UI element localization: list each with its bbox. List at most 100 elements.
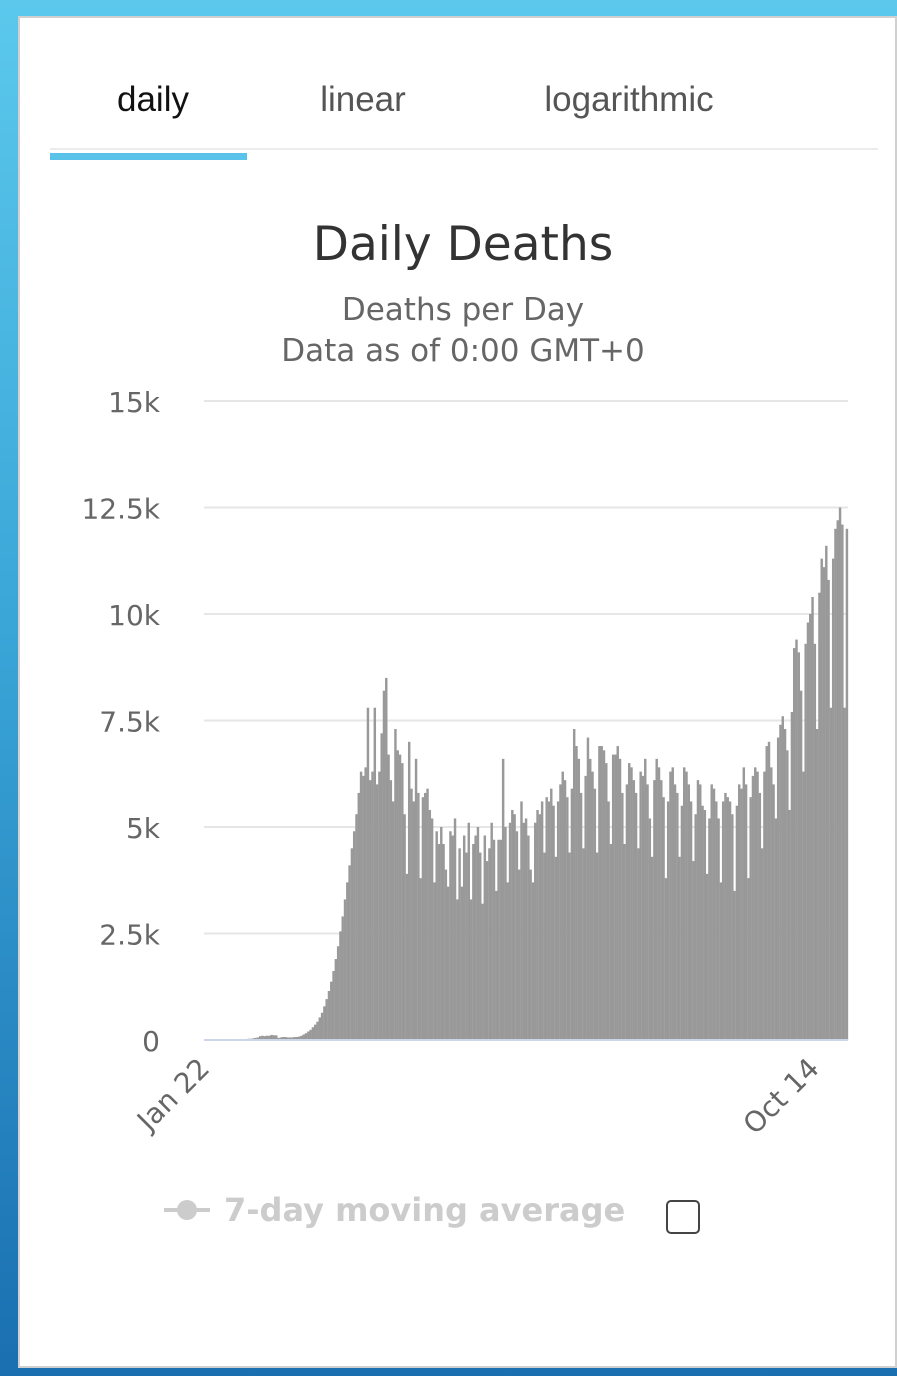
- bar: [483, 835, 487, 1040]
- bar: [605, 763, 608, 1040]
- bar: [407, 741, 411, 1040]
- tab-logarithmic[interactable]: logarithmic: [544, 80, 714, 119]
- bar: [618, 758, 622, 1040]
- bar: [536, 809, 539, 1040]
- bar: [435, 831, 438, 1040]
- bar: [783, 729, 787, 1040]
- bar: [602, 750, 606, 1040]
- bar: [710, 784, 713, 1040]
- bar: [666, 801, 670, 1040]
- bar: [657, 767, 661, 1040]
- bar: [566, 797, 569, 1040]
- bar: [598, 746, 601, 1040]
- bar: [520, 801, 523, 1040]
- bar: [501, 758, 505, 1040]
- bar: [527, 835, 530, 1040]
- y-tick-label: 10k: [108, 599, 161, 632]
- bar: [742, 767, 746, 1040]
- bar: [570, 788, 574, 1040]
- bar: [279, 1037, 283, 1040]
- bar: [302, 1034, 305, 1040]
- bar: [632, 780, 636, 1040]
- bar: [465, 852, 468, 1040]
- bar: [838, 507, 842, 1040]
- bar: [676, 792, 679, 1040]
- bar: [692, 861, 695, 1040]
- bar: [517, 869, 521, 1040]
- bar: [795, 639, 798, 1040]
- bar: [556, 801, 560, 1040]
- bar: [417, 792, 420, 1040]
- bar: [687, 784, 691, 1040]
- bar: [582, 848, 585, 1040]
- bar: [474, 835, 477, 1040]
- chart-panel: daily linear logarithmic: [18, 16, 897, 1368]
- bar: [508, 822, 512, 1040]
- bar: [304, 1033, 308, 1040]
- bar: [827, 579, 830, 1040]
- bar: [522, 822, 526, 1040]
- bar: [375, 784, 379, 1040]
- bar: [689, 801, 693, 1040]
- bar: [504, 827, 507, 1040]
- tab-divider: [50, 148, 878, 150]
- bar: [343, 899, 347, 1040]
- bar: [774, 818, 778, 1040]
- bar: [715, 801, 718, 1040]
- bar: [634, 792, 638, 1040]
- bar: [545, 797, 548, 1040]
- y-axis-labels: 0 2.5k 5k 7.5k 10k 12.5k 15k: [81, 386, 160, 1058]
- bar: [325, 999, 328, 1040]
- bar: [843, 707, 846, 1040]
- bar: [492, 839, 496, 1040]
- bar: [281, 1037, 285, 1040]
- bar: [311, 1027, 315, 1040]
- bar: [696, 780, 700, 1040]
- bar: [758, 792, 762, 1040]
- bar: [680, 805, 684, 1040]
- bar: [382, 690, 386, 1040]
- bar: [403, 814, 406, 1040]
- bar: [614, 754, 617, 1040]
- bar: [307, 1031, 310, 1040]
- bar: [712, 788, 716, 1040]
- bar: [524, 818, 528, 1040]
- bar: [405, 873, 409, 1040]
- bar: [467, 822, 471, 1040]
- bar: [318, 1017, 322, 1040]
- bar: [760, 848, 764, 1040]
- bar: [444, 869, 448, 1040]
- bar: [396, 750, 399, 1040]
- bar: [664, 878, 668, 1040]
- bar: [792, 648, 796, 1040]
- bar: [547, 801, 551, 1040]
- bar: [323, 1006, 326, 1040]
- bar: [568, 852, 571, 1040]
- bar: [440, 827, 443, 1040]
- bar: [426, 788, 429, 1040]
- bar: [829, 707, 833, 1040]
- bar: [410, 788, 413, 1040]
- bar: [790, 711, 794, 1040]
- bar: [284, 1037, 287, 1040]
- bar: [584, 775, 587, 1040]
- bar: [767, 741, 771, 1040]
- bar: [398, 754, 402, 1040]
- bar: [385, 677, 388, 1040]
- tab-linear[interactable]: linear: [320, 80, 406, 119]
- bar: [825, 545, 828, 1040]
- bar: [591, 771, 594, 1040]
- bar: [268, 1035, 271, 1040]
- bar: [378, 771, 381, 1040]
- bar: [682, 767, 686, 1040]
- bar: [373, 707, 377, 1040]
- bar: [563, 780, 567, 1040]
- bar: [462, 835, 466, 1040]
- bar: [737, 784, 741, 1040]
- bar: [731, 814, 734, 1040]
- tab-daily[interactable]: daily: [117, 80, 189, 119]
- tab-bar: daily linear logarithmic: [20, 18, 895, 178]
- legend-7-day-moving-average[interactable]: 7-day moving average: [164, 1188, 625, 1232]
- moving-average-checkbox[interactable]: [666, 1200, 700, 1234]
- bar: [428, 809, 432, 1040]
